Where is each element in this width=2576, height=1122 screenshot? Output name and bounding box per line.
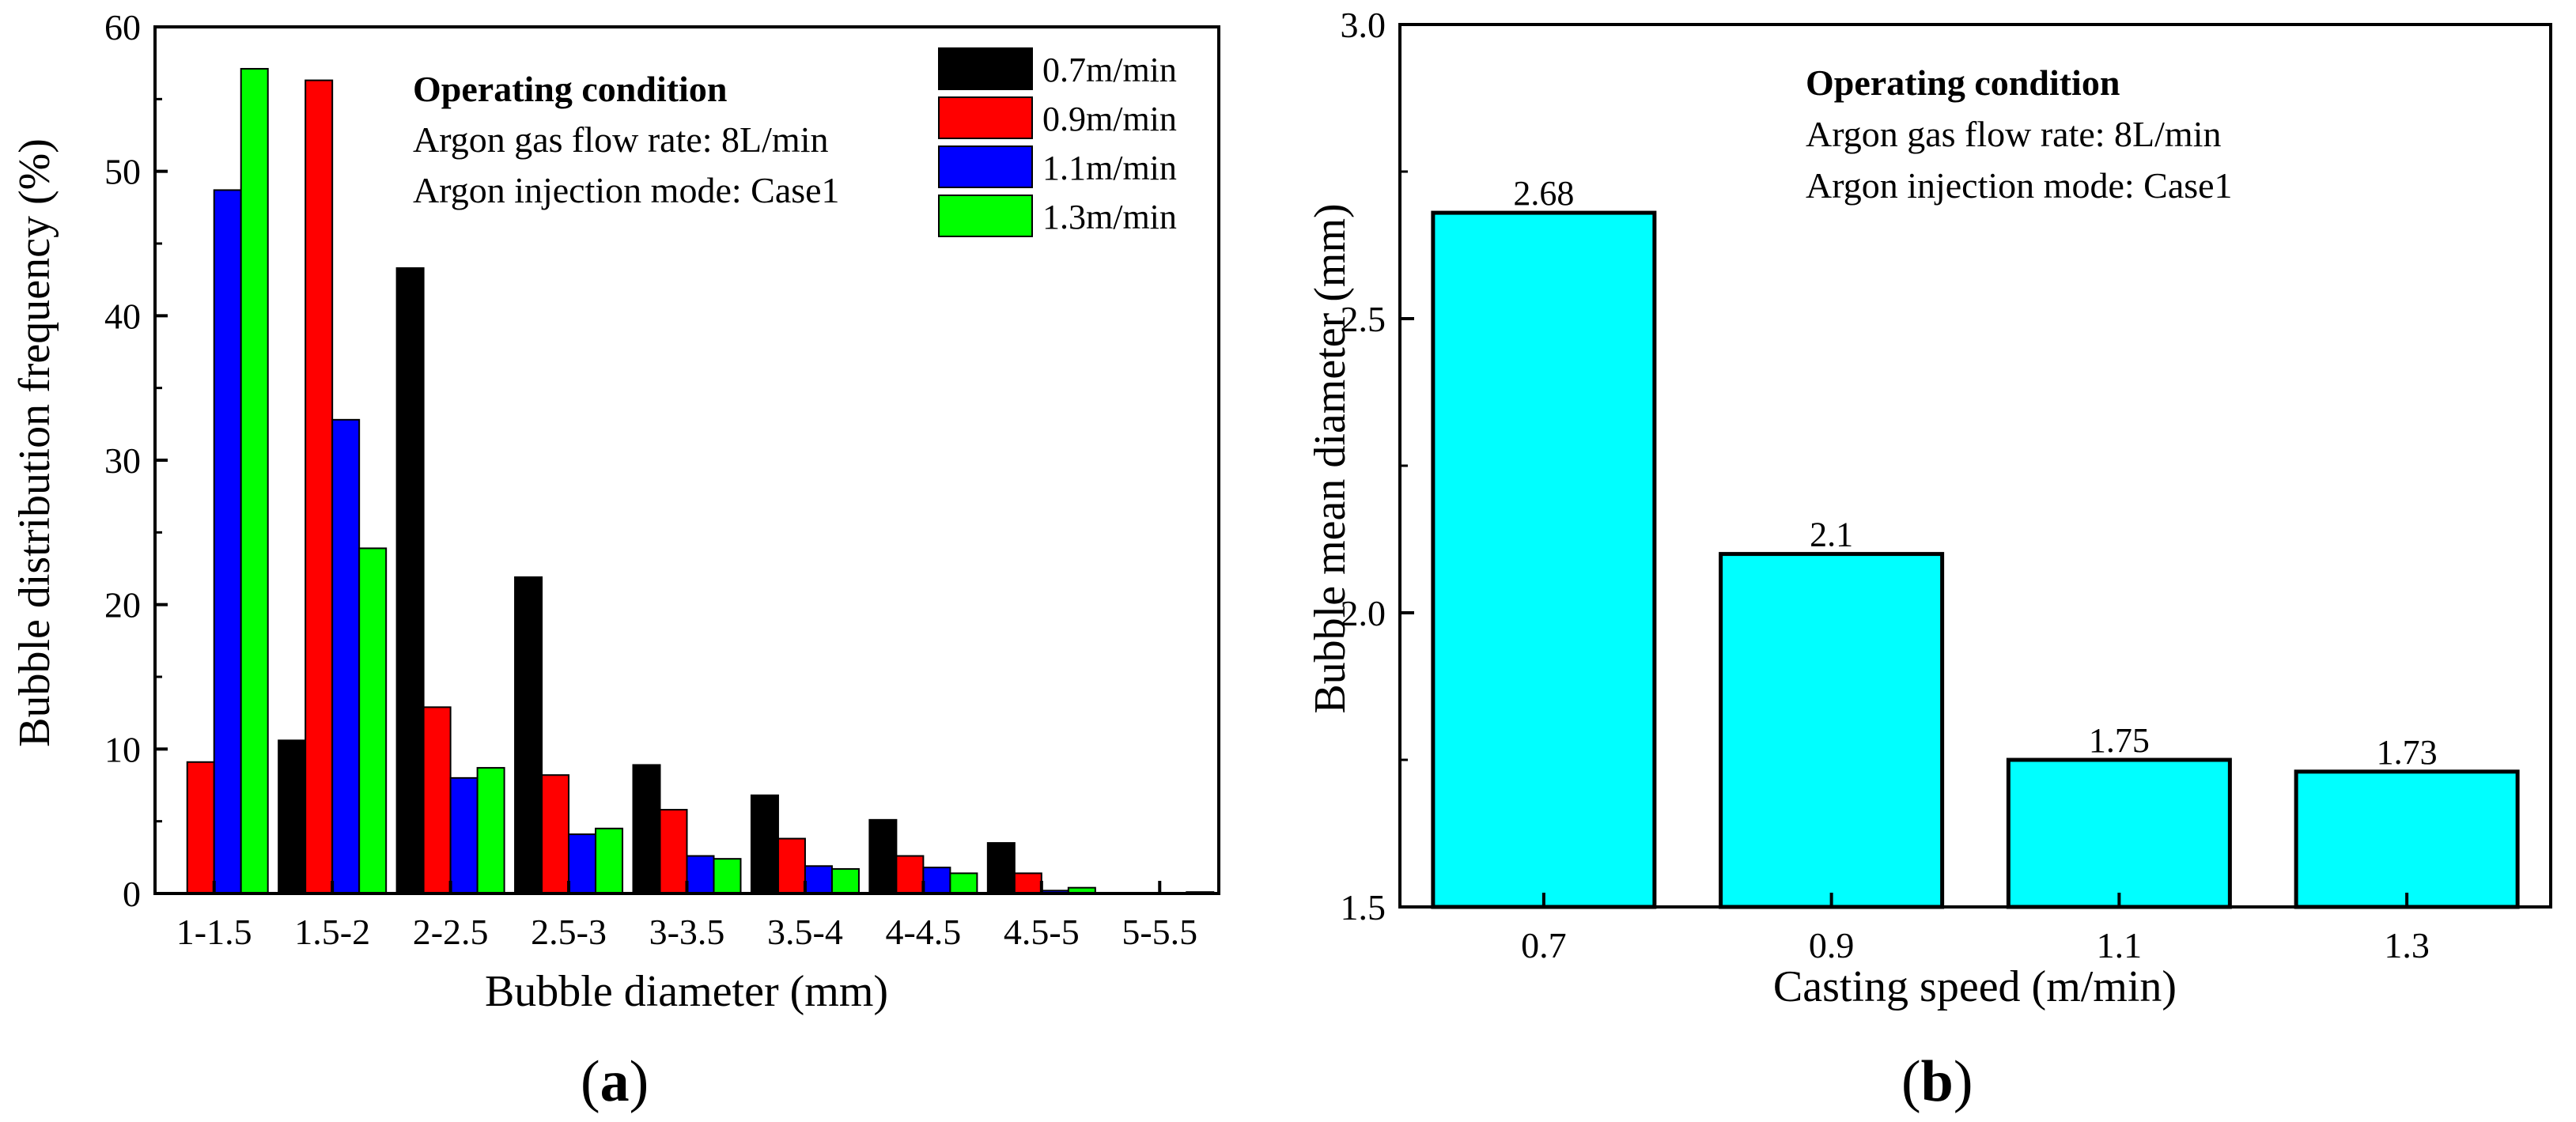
- chart-b-bar: [2006, 757, 2232, 909]
- chart-a-legend-swatch: [938, 145, 1033, 188]
- chart-a-panel-label: (a): [581, 1049, 649, 1114]
- chart-a-legend-swatch: [938, 195, 1033, 237]
- chart-a-x-tick-label: 3-3.5: [649, 912, 725, 952]
- chart-a-bar: [449, 776, 479, 894]
- chart-a-bar: [213, 189, 242, 894]
- chart-a-bar: [713, 858, 742, 895]
- chart-a-bar: [476, 767, 505, 895]
- chart-a-y-tick-label: 40: [104, 296, 141, 336]
- chart-b-bar: [1719, 552, 1945, 909]
- chart-a-bar: [1013, 872, 1042, 894]
- chart-b-x-tick-label: 0.9: [1809, 925, 1855, 965]
- chart-a-bar: [750, 794, 779, 895]
- chart-a-y-tick-label: 20: [104, 585, 141, 625]
- chart-a-bar: [632, 764, 661, 895]
- chart-a-y-tick-label: 10: [104, 729, 141, 769]
- chart-b-y-ticks: 1.5 2.0 2.5 3.0: [1341, 5, 1414, 927]
- chart-b-annotation-line: Argon gas flow rate: 8L/min: [1806, 114, 2222, 154]
- chart-a-annotation-line: Argon gas flow rate: 8L/min: [413, 119, 829, 160]
- chart-a-y-ticks: 0 10 20 30 40 50 60: [104, 7, 168, 914]
- chart-a-bar: [686, 855, 715, 895]
- chart-a-bar: [949, 872, 978, 894]
- chart-b-bar: [1431, 210, 1657, 909]
- chart-b-x-tick-label: 1.1: [2097, 925, 2143, 965]
- chart-b: 1.5 2.0 2.5 3.0 0.7 0.9 1.1 1.3 2.68 2.1 1.75 1.7…: [1306, 5, 2552, 1114]
- chart-a-bar: [541, 774, 570, 894]
- chart-b-annotation-heading: Operating condition: [1806, 62, 2120, 103]
- chart-a-bar: [922, 867, 951, 894]
- chart-a-legend: 0.7m/min 0.9m/min 1.1m/min 1.3m/min: [938, 47, 1177, 237]
- chart-a-y-tick-label: 50: [104, 152, 141, 192]
- chart-a-bar: [186, 761, 215, 894]
- chart-a-x-tick-label: 2-2.5: [413, 912, 489, 952]
- chart-a-bar: [659, 809, 688, 895]
- chart-b-x-tick-label: 0.7: [1521, 925, 1567, 965]
- chart-a-legend-label: 0.9m/min: [1042, 100, 1177, 138]
- chart-a-annotation-line: Argon injection mode: Case1: [413, 170, 840, 210]
- chart-a-bar: [804, 865, 833, 894]
- chart-b-x-axis-label: Casting speed (m/min): [1773, 962, 2177, 1011]
- chart-a-legend-label: 0.7m/min: [1042, 51, 1177, 89]
- chart-b-value-label: 1.73: [2377, 733, 2438, 772]
- chart-b-x-ticks: 0.7 0.9 1.1 1.3: [1521, 893, 2430, 965]
- chart-b-bar: [2294, 769, 2520, 909]
- chart-a-legend-label: 1.1m/min: [1042, 149, 1177, 187]
- chart-b-y-tick-label: 2.5: [1341, 299, 1386, 339]
- chart-a-legend-label: 1.3m/min: [1042, 198, 1177, 236]
- chart-a-x-axis-label: Bubble diameter (mm): [485, 967, 888, 1016]
- chart-a-y-axis-label: Bubble distribution frequency (%): [10, 138, 59, 747]
- chart-a-legend-swatch: [938, 47, 1033, 90]
- chart-b-value-label: 2.68: [1513, 174, 1574, 213]
- chart-a-x-tick-label: 4-4.5: [885, 912, 961, 952]
- chart-a-bar: [830, 867, 860, 894]
- chart-a-x-tick-label: 2.5-3: [531, 912, 607, 952]
- chart-a-bar: [358, 547, 388, 895]
- chart-b-y-tick-label: 1.5: [1341, 887, 1386, 927]
- chart-b-bars: [1431, 210, 2520, 909]
- chart-a-bar: [305, 79, 334, 894]
- chart-b-y-axis-label: Bubble mean diameter (mm): [1306, 203, 1355, 713]
- chart-a-y-tick-label: 30: [104, 440, 141, 481]
- chart-a-x-ticks: 1-1.5 1.5-2 2-2.5 2.5-3 3-3.5 3.5-4 4-4.5 4.5-5…: [176, 881, 1197, 952]
- chart-a-bar: [568, 833, 597, 895]
- chart-a-x-tick-label: 5-5.5: [1122, 912, 1197, 952]
- chart-b-annotation-line: Argon injection mode: Case1: [1806, 165, 2233, 206]
- chart-a-x-tick-label: 1-1.5: [176, 912, 252, 952]
- chart-a-x-tick-label: 3.5-4: [767, 912, 843, 952]
- chart-a-bar: [986, 842, 1016, 894]
- chart-a-annotation-heading: Operating condition: [413, 69, 727, 109]
- chart-a-bar: [777, 837, 806, 894]
- chart-a-bar: [514, 576, 543, 895]
- chart-a-x-tick-label: 1.5-2: [294, 912, 370, 952]
- chart-b-x-tick-label: 1.3: [2384, 925, 2430, 965]
- chart-b-y-tick-label: 3.0: [1341, 5, 1386, 45]
- chart-a-y-tick-label: 0: [123, 874, 141, 914]
- chart-a-x-tick-label: 4.5-5: [1004, 912, 1080, 952]
- chart-b-panel-label: (b): [1901, 1049, 1973, 1114]
- chart-a-bar: [278, 739, 307, 895]
- chart-a-bar: [395, 267, 425, 894]
- chart-a-annotation: Operating condition Argon gas flow rate:…: [413, 69, 840, 210]
- chart-a-legend-swatch: [938, 96, 1033, 139]
- chart-a-y-tick-label: 60: [104, 7, 141, 47]
- chart-a: 0 10 20 30 40 50 60 1-1.5 1.5-2 2-2.5 2.5-3 3-3.5 3…: [10, 7, 1220, 1114]
- chart-a-bar: [240, 67, 269, 894]
- chart-b-value-labels: 2.68 2.1 1.75 1.73: [1513, 174, 2437, 772]
- chart-a-bar: [595, 827, 624, 895]
- chart-a-bar: [422, 706, 452, 894]
- chart-b-value-label: 1.75: [2089, 721, 2150, 760]
- chart-b-annotation: Operating condition Argon gas flow rate:…: [1806, 62, 2233, 206]
- chart-b-value-label: 2.1: [1810, 516, 1853, 554]
- chart-a-bar: [331, 418, 361, 894]
- chart-a-bar: [868, 818, 898, 894]
- chart-b-y-tick-label: 2.0: [1341, 593, 1386, 633]
- chart-a-bar: [895, 855, 925, 895]
